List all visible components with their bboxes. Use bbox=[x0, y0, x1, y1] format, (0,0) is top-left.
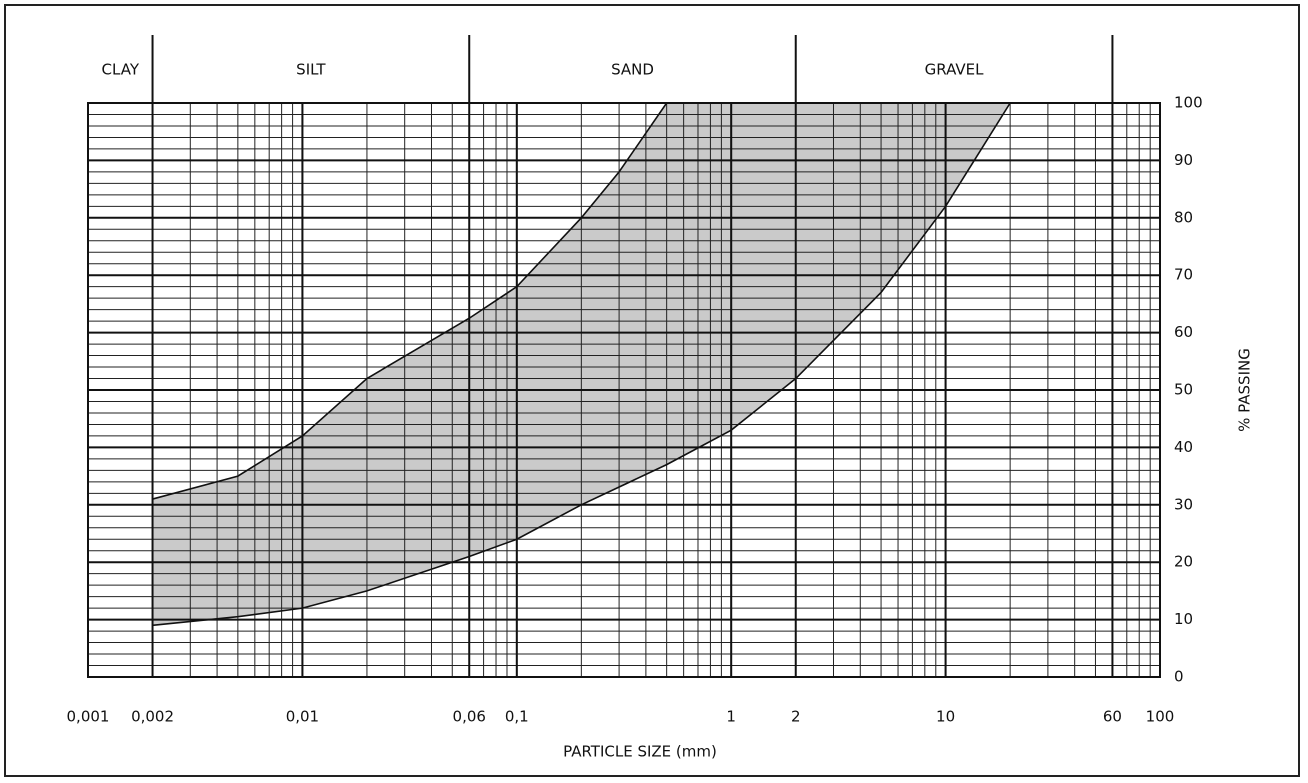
y-tick-label: 90 bbox=[1174, 151, 1193, 169]
zone-label: SILT bbox=[296, 61, 326, 79]
x-axis-label: PARTICLE SIZE (mm) bbox=[563, 743, 717, 761]
zone-label: SAND bbox=[611, 61, 654, 79]
curve bbox=[152, 102, 668, 500]
x-tick-label: 0,06 bbox=[453, 708, 486, 726]
x-tick-label: 0,1 bbox=[505, 708, 529, 726]
x-tick-label: 0,002 bbox=[131, 708, 174, 726]
y-tick-label: 100 bbox=[1174, 94, 1203, 112]
x-tick-label: 2 bbox=[791, 708, 801, 726]
x-tick-label: 60 bbox=[1103, 708, 1122, 726]
frame bbox=[4, 4, 1300, 777]
y-tick-label: 20 bbox=[1174, 553, 1193, 571]
y-axis-label: % PASSING bbox=[1236, 348, 1254, 432]
y-tick-label: 70 bbox=[1174, 266, 1193, 284]
y-tick-label: 60 bbox=[1174, 323, 1193, 341]
plot-border bbox=[87, 102, 1161, 678]
y-tick-label: 50 bbox=[1174, 381, 1193, 399]
zone-label: GRAVEL bbox=[925, 61, 984, 79]
y-tick-label: 10 bbox=[1174, 610, 1193, 628]
zone-label: CLAY bbox=[102, 61, 140, 79]
x-tick-label: 0,01 bbox=[286, 708, 319, 726]
x-tick-label: 0,001 bbox=[67, 708, 110, 726]
y-tick-label: 40 bbox=[1174, 438, 1193, 456]
x-tick-label: 10 bbox=[936, 708, 955, 726]
y-tick-label: 0 bbox=[1174, 668, 1184, 686]
x-tick-label: 100 bbox=[1146, 708, 1175, 726]
curve bbox=[152, 102, 1011, 627]
y-tick-label: 30 bbox=[1174, 495, 1193, 513]
y-tick-label: 80 bbox=[1174, 208, 1193, 226]
x-tick-label: 1 bbox=[726, 708, 736, 726]
